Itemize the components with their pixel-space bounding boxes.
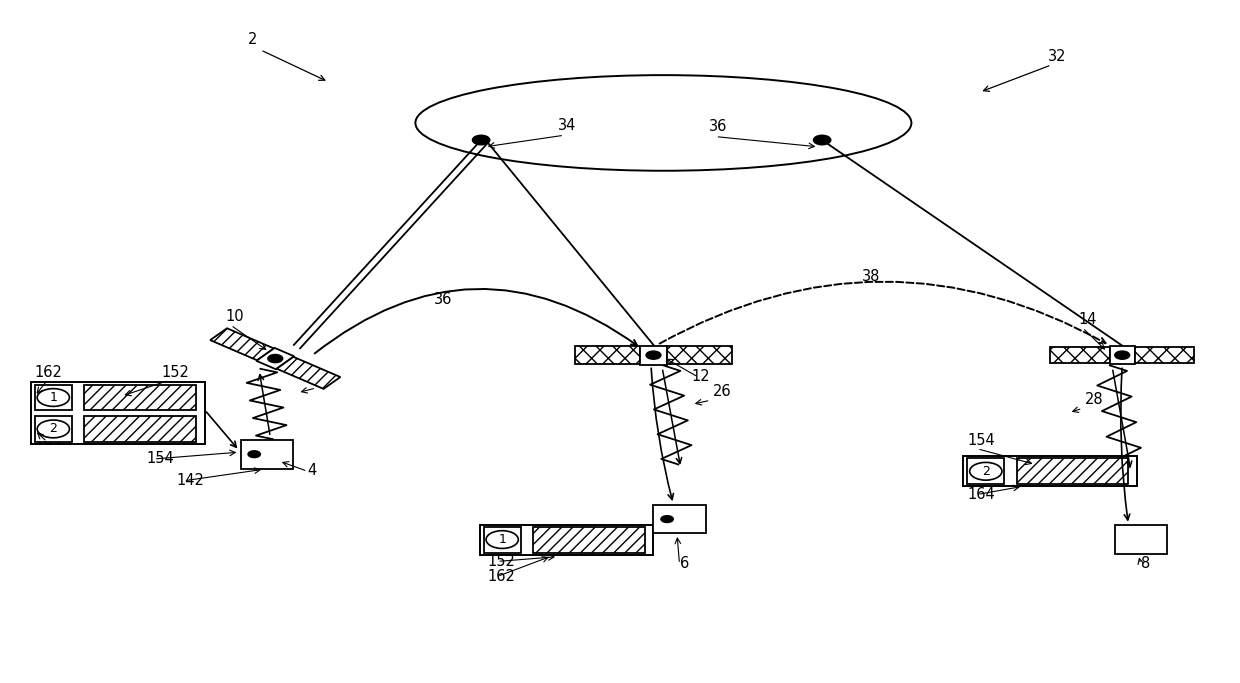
FancyBboxPatch shape	[1135, 347, 1194, 363]
Text: 36: 36	[709, 119, 728, 134]
Text: 164: 164	[967, 486, 994, 501]
FancyBboxPatch shape	[575, 346, 640, 365]
Text: 10: 10	[226, 309, 244, 324]
Text: 24: 24	[312, 372, 331, 387]
FancyBboxPatch shape	[484, 527, 521, 553]
Text: 152: 152	[161, 365, 188, 380]
Text: 1: 1	[498, 533, 506, 546]
Circle shape	[1115, 351, 1130, 359]
Text: 164: 164	[35, 433, 62, 448]
FancyBboxPatch shape	[1017, 458, 1128, 484]
Text: 34: 34	[558, 117, 577, 133]
Text: 32: 32	[1048, 49, 1066, 64]
FancyBboxPatch shape	[277, 357, 340, 389]
Text: 162: 162	[35, 365, 62, 380]
Text: 142: 142	[176, 473, 203, 488]
FancyBboxPatch shape	[653, 505, 706, 533]
Text: 2: 2	[50, 422, 57, 436]
FancyBboxPatch shape	[257, 348, 294, 370]
Text: 28: 28	[1085, 392, 1104, 407]
Text: 2: 2	[982, 464, 990, 478]
FancyBboxPatch shape	[640, 346, 667, 365]
Text: 154: 154	[967, 433, 994, 448]
FancyBboxPatch shape	[35, 416, 72, 442]
FancyBboxPatch shape	[1115, 525, 1167, 554]
FancyBboxPatch shape	[241, 440, 293, 469]
Text: 38: 38	[862, 269, 880, 284]
Text: 2: 2	[248, 32, 258, 47]
Text: 6: 6	[680, 556, 688, 571]
FancyBboxPatch shape	[84, 416, 196, 442]
FancyBboxPatch shape	[35, 385, 72, 410]
Circle shape	[646, 351, 661, 359]
Circle shape	[472, 135, 490, 145]
FancyBboxPatch shape	[667, 346, 732, 365]
FancyBboxPatch shape	[1110, 346, 1135, 364]
Text: 8: 8	[1141, 556, 1149, 571]
Text: 14: 14	[1079, 311, 1097, 326]
Text: 26: 26	[713, 384, 732, 399]
Circle shape	[661, 516, 673, 522]
FancyBboxPatch shape	[1050, 347, 1110, 363]
Circle shape	[813, 135, 831, 145]
Text: 1: 1	[50, 391, 57, 404]
Text: 154: 154	[146, 451, 174, 466]
Text: 12: 12	[692, 369, 711, 384]
FancyBboxPatch shape	[967, 458, 1004, 484]
Text: 36: 36	[434, 292, 453, 307]
Circle shape	[268, 354, 283, 363]
Circle shape	[248, 451, 260, 458]
Text: 152: 152	[487, 553, 515, 568]
Text: 4: 4	[308, 463, 316, 478]
FancyBboxPatch shape	[211, 329, 274, 361]
Text: 162: 162	[487, 568, 515, 583]
FancyBboxPatch shape	[84, 385, 196, 410]
FancyBboxPatch shape	[533, 527, 645, 553]
